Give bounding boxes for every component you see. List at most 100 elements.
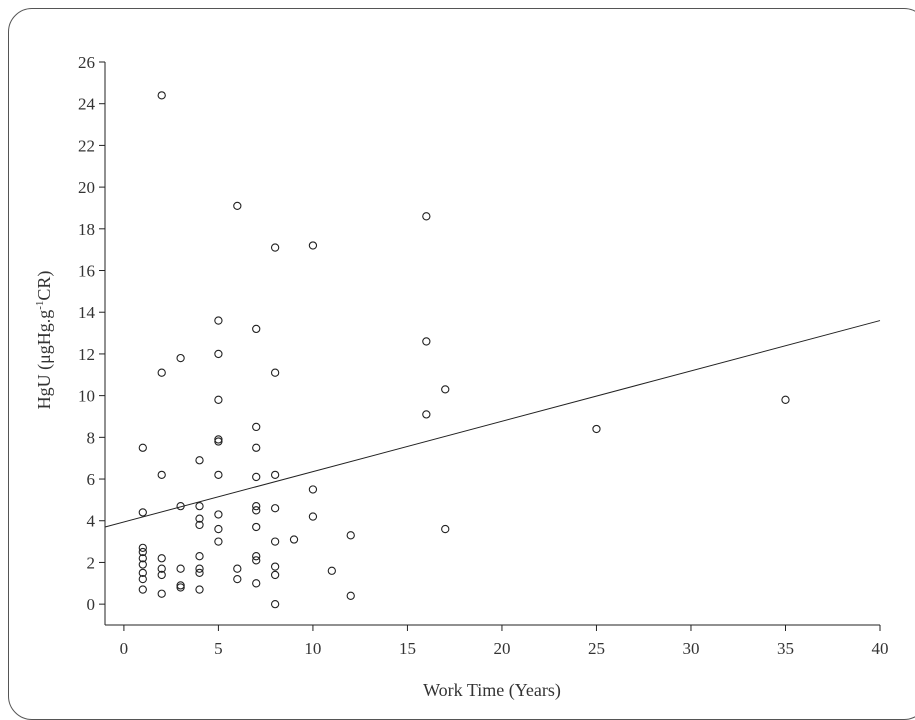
y-tick-label: 24 [78,95,96,114]
x-tick-label: 5 [214,639,223,658]
data-point [422,337,431,346]
x-tick-label: 15 [399,639,416,658]
data-point [233,564,242,573]
data-point [157,554,166,563]
data-point [195,514,204,523]
data-point [195,564,204,573]
data-point [308,512,318,521]
data-point [270,570,280,580]
data-point [176,353,185,363]
data-point [270,562,280,571]
data-point [270,504,280,513]
data-points [138,91,790,609]
data-point [422,410,431,419]
data-point [138,585,147,594]
data-point [138,508,147,517]
x-ticks: 0 5 10 15 20 25 30 35 40 [120,625,889,658]
x-tick-label: 25 [588,639,605,658]
y-tick-label: 14 [78,303,96,322]
regression-line [104,320,881,528]
data-point [176,581,185,590]
data-point [138,443,147,452]
data-point [176,501,185,511]
data-point [138,547,147,557]
data-point [138,554,147,563]
data-point [308,485,318,494]
x-tick-label: 40 [872,639,889,658]
data-point [176,564,185,573]
y-tick-label: 6 [87,470,96,489]
y-tick-label: 10 [78,387,95,406]
x-axis-title: Work Time (Years) [423,680,561,701]
data-point [308,241,318,250]
data-point [138,543,147,552]
data-point [270,599,280,609]
data-point [270,470,280,480]
data-point [195,552,204,561]
data-point [214,510,223,519]
y-tick-label: 4 [87,512,96,531]
data-point [252,324,261,334]
data-point [138,574,147,584]
data-point [214,470,223,480]
y-tick-label: 26 [78,53,95,72]
data-point [195,568,204,578]
data-point [214,435,223,444]
data-point [138,568,147,578]
data-point [214,437,223,446]
y-tick-label: 8 [87,428,96,447]
y-axis-title-sup: -1 [34,301,46,310]
data-point [195,520,204,530]
data-point [233,201,242,211]
data-point [252,552,261,561]
data-point [176,583,185,592]
data-point [592,424,601,434]
y-tick-label: 12 [78,345,95,364]
y-tick-label: 18 [78,220,95,239]
data-point [327,566,336,575]
data-point [346,531,355,540]
data-point [252,579,261,588]
y-axis-title-tail: CR) [34,271,55,301]
y-tick-label: 22 [78,136,95,155]
data-point [422,212,431,221]
data-point [289,535,299,544]
data-point [252,506,261,515]
x-tick-label: 35 [777,639,794,658]
y-tick-label: 20 [78,178,95,197]
data-point [214,349,223,359]
data-point [214,524,223,534]
data-point [195,585,204,594]
y-axis-title: HgU (μgHg.g-1CR) [34,271,55,410]
data-point [441,524,450,534]
data-point [157,564,166,573]
data-point [252,422,261,432]
data-point [138,560,147,569]
data-point [781,395,790,404]
data-point [441,385,450,394]
data-point [195,456,204,465]
data-point [157,570,166,580]
x-tick-label: 0 [120,639,129,658]
data-point [270,537,280,546]
y-axis-title-main: HgU (μgHg.g [34,310,55,410]
data-point [252,443,261,452]
x-tick-label: 10 [304,639,321,658]
data-point [195,501,204,511]
data-point [157,91,166,100]
data-point [270,243,280,252]
x-tick-label: 30 [682,639,699,658]
regression-line-group [104,320,881,528]
data-point [214,537,223,546]
y-tick-label: 16 [78,262,95,281]
x-tick-label: 20 [493,639,510,658]
y-tick-label: 2 [87,553,96,572]
data-point [214,316,223,325]
data-point [157,470,166,480]
data-point [252,501,261,511]
data-point [270,368,280,377]
data-point [233,574,242,584]
data-point [252,522,261,532]
data-point [157,589,166,598]
